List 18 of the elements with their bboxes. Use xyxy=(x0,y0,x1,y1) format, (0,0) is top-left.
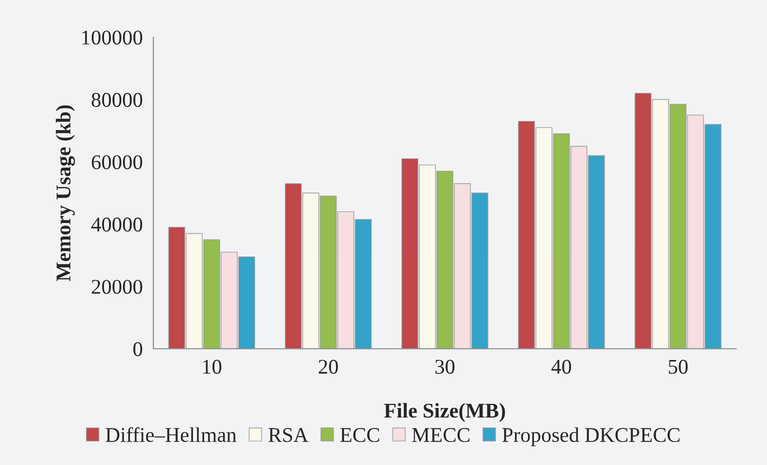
legend-label: MECC xyxy=(412,428,470,442)
legend-label: ECC xyxy=(340,428,380,442)
legend-label: Proposed DKCPECC xyxy=(502,427,680,446)
x-tick-label: 50 xyxy=(668,360,688,374)
x-axis-title: File Size(MB) xyxy=(384,403,505,422)
x-tick-label: 30 xyxy=(435,360,454,374)
x-tick-label: 10 xyxy=(203,360,222,374)
x-tick-label: 20 xyxy=(318,360,338,374)
y-tick-label: 20000 xyxy=(92,280,142,294)
y-axis-title: Memory Usage (kb) xyxy=(56,105,75,282)
y-tick-label: 40000 xyxy=(91,218,142,232)
legend-label: Diffie–Hellman xyxy=(106,427,236,442)
y-tick-label: 60000 xyxy=(92,155,142,170)
x-tick-label: 40 xyxy=(551,360,572,374)
y-tick-label: 100000 xyxy=(82,30,142,45)
y-tick-label: 80000 xyxy=(92,92,142,107)
y-tick-label: 0 xyxy=(133,342,142,356)
legend-label: RSA xyxy=(268,428,308,442)
